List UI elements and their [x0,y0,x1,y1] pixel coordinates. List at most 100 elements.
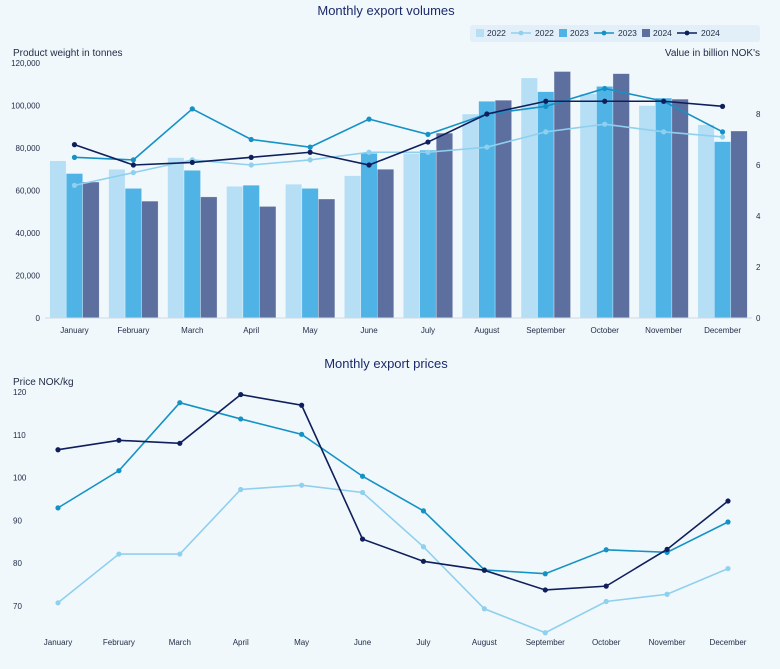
volume-bar-2022 [520,77,538,319]
price-point-2022 [420,544,427,550]
price-point-2023 [299,431,305,437]
value-point-2022 [425,149,431,155]
value-point-2023 [189,106,195,112]
legend-label: 2024 [701,28,720,38]
price-point-2024 [664,546,670,552]
value-point-2023 [425,131,431,137]
volumes-left-tick-label: 60,000 [16,187,41,196]
volume-bar-2024 [200,196,218,319]
prices-tick-label: 90 [13,516,22,525]
prices-month-label: June [354,638,372,647]
volumes-legend: 2022 2022 2023 2023 2024 2024 [476,28,720,38]
value-point-2022 [484,144,490,150]
prices-month-label: May [294,638,309,647]
prices-tick-label: 120 [13,388,27,397]
value-point-2022 [130,170,136,176]
value-point-2023 [248,136,254,143]
volumes-month-label: August [474,326,500,335]
volumes-right-axis-title: Value in billion NOK's [665,48,760,59]
volumes-left-tick-label: 80,000 [16,144,41,153]
volume-bar-2024 [318,198,336,319]
value-point-2022 [307,157,313,163]
price-point-2024 [481,567,487,573]
price-line-2022 [57,484,729,634]
volume-bar-2024 [553,71,571,319]
volumes-month-label: February [117,326,149,335]
volume-bar-2023 [183,170,201,319]
prices-month-label: March [169,638,191,647]
prices-x-axis-ticks: January February March April May June July Augu… [44,638,747,647]
volume-bar-2022 [461,113,479,319]
price-point-2024 [238,391,244,398]
prices-month-label: January [44,638,72,647]
legend-swatch-bar-2024 [642,29,650,37]
price-point-2023 [359,473,366,479]
price-point-2024 [542,587,548,593]
volume-bar-2022 [638,105,656,319]
prices-month-label: July [416,638,430,647]
value-point-2022 [71,182,78,188]
value-point-2022 [719,134,726,140]
volumes-right-axis-ticks: 0 2 4 6 8 [756,110,761,323]
volume-bar-2024 [435,132,453,319]
prices-month-label: August [472,638,498,647]
price-point-2022 [725,565,731,572]
price-point-2022 [55,600,61,606]
prices-lines [55,391,731,636]
value-point-2023 [602,85,608,92]
price-point-2023 [603,547,609,553]
volume-bar-2024 [671,98,689,319]
price-point-2023 [420,508,427,514]
value-point-2023 [543,103,549,109]
price-point-2023 [55,505,61,511]
volume-bar-2022 [285,183,303,319]
volumes-left-tick-label: 0 [36,314,41,323]
prices-y-axis-ticks: 70 80 90 100 110 120 [13,388,27,611]
volumes-x-axis-ticks: January February March April May June July Augu… [60,326,741,335]
volume-bar-2024 [141,200,159,319]
volumes-value-lines [71,85,726,188]
price-point-2022 [542,630,548,636]
prices-month-label: September [526,638,565,647]
value-point-2024 [130,162,136,168]
price-point-2022 [177,551,183,557]
price-point-2022 [603,598,609,605]
volumes-left-axis-title: Product weight in tonnes [13,48,123,59]
volume-bar-2024 [377,169,395,319]
volumes-month-label: June [360,326,378,335]
prices-month-label: February [103,638,135,647]
volume-bar-2022 [697,124,715,319]
volumes-month-label: January [60,326,88,335]
volumes-right-tick-label: 6 [756,161,761,170]
volumes-right-tick-label: 2 [756,263,761,272]
value-point-2024 [425,139,431,145]
volume-bar-2022 [226,186,244,319]
price-point-2024 [725,498,731,504]
volumes-month-label: April [243,326,259,335]
volume-bar-2023 [242,184,260,319]
value-point-2023 [366,116,372,122]
prices-tick-label: 100 [13,474,27,483]
prices-month-label: October [592,638,621,647]
prices-axis-title: Price NOK/kg [13,377,74,388]
price-point-2023 [238,416,244,422]
legend-swatch-bar-2022 [476,29,484,37]
volumes-left-axis-ticks: 0 20,000 40,000 60,000 80,000 100,000 120,000 [11,59,40,323]
value-line-2022 [74,123,723,187]
volumes-month-label: March [181,326,203,335]
prices-month-label: April [233,638,249,647]
value-point-2024 [484,111,490,117]
volumes-month-label: September [526,326,565,335]
volumes-left-tick-label: 120,000 [11,59,40,68]
price-point-2023 [542,571,548,577]
price-point-2024 [420,558,427,564]
prices-chart: Monthly export prices Price NOK/kg 70 80 9… [13,356,747,647]
volume-bar-2024 [82,181,100,319]
volume-bar-2024 [494,99,512,319]
value-point-2024 [189,159,195,166]
value-point-2024 [71,142,78,148]
prices-chart-title: Monthly export prices [324,356,448,371]
legend-swatch-point-2022 [518,30,524,36]
volume-bar-2022 [402,153,420,319]
value-point-2022 [543,129,549,135]
